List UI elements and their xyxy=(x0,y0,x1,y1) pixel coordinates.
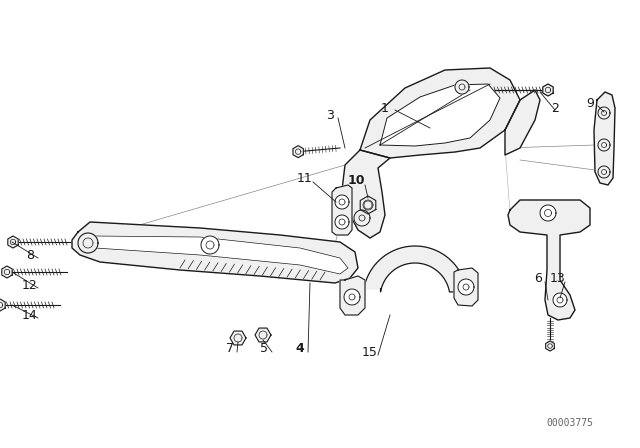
Text: 9: 9 xyxy=(586,96,594,109)
Polygon shape xyxy=(340,276,365,315)
Text: 12: 12 xyxy=(22,279,38,292)
Polygon shape xyxy=(335,195,349,209)
Polygon shape xyxy=(354,210,370,226)
Polygon shape xyxy=(540,205,556,221)
Text: 11: 11 xyxy=(297,172,313,185)
Polygon shape xyxy=(8,236,18,248)
Text: 2: 2 xyxy=(551,102,559,115)
Polygon shape xyxy=(598,107,610,119)
Polygon shape xyxy=(598,166,610,178)
Polygon shape xyxy=(598,139,610,151)
Polygon shape xyxy=(335,215,349,229)
Text: 14: 14 xyxy=(22,309,38,322)
Polygon shape xyxy=(72,222,358,283)
Polygon shape xyxy=(360,68,520,158)
Polygon shape xyxy=(2,266,12,278)
Polygon shape xyxy=(546,341,554,351)
Polygon shape xyxy=(255,328,271,342)
Polygon shape xyxy=(380,84,500,146)
Polygon shape xyxy=(553,293,567,307)
Text: 1: 1 xyxy=(381,102,389,115)
Polygon shape xyxy=(78,233,98,253)
Text: 5: 5 xyxy=(260,341,268,354)
Text: 8: 8 xyxy=(26,249,34,262)
Polygon shape xyxy=(594,92,615,185)
Text: 15: 15 xyxy=(362,345,378,358)
Text: 3: 3 xyxy=(326,108,334,121)
Polygon shape xyxy=(455,80,469,94)
Polygon shape xyxy=(344,289,360,305)
Polygon shape xyxy=(0,299,5,311)
Polygon shape xyxy=(508,200,590,320)
Text: 6: 6 xyxy=(534,271,542,284)
Text: 00003775: 00003775 xyxy=(547,418,593,428)
Polygon shape xyxy=(80,236,348,274)
Text: 13: 13 xyxy=(550,271,566,284)
Text: 10: 10 xyxy=(348,173,365,186)
Text: 7: 7 xyxy=(226,341,234,354)
Polygon shape xyxy=(293,146,303,158)
Text: 4: 4 xyxy=(296,341,305,354)
Polygon shape xyxy=(505,90,540,155)
Polygon shape xyxy=(543,84,553,96)
Polygon shape xyxy=(342,150,390,238)
Polygon shape xyxy=(230,331,246,345)
Polygon shape xyxy=(201,236,219,254)
Polygon shape xyxy=(360,196,376,214)
Polygon shape xyxy=(454,268,478,306)
Polygon shape xyxy=(458,279,474,295)
Polygon shape xyxy=(332,185,352,235)
Polygon shape xyxy=(364,246,466,292)
